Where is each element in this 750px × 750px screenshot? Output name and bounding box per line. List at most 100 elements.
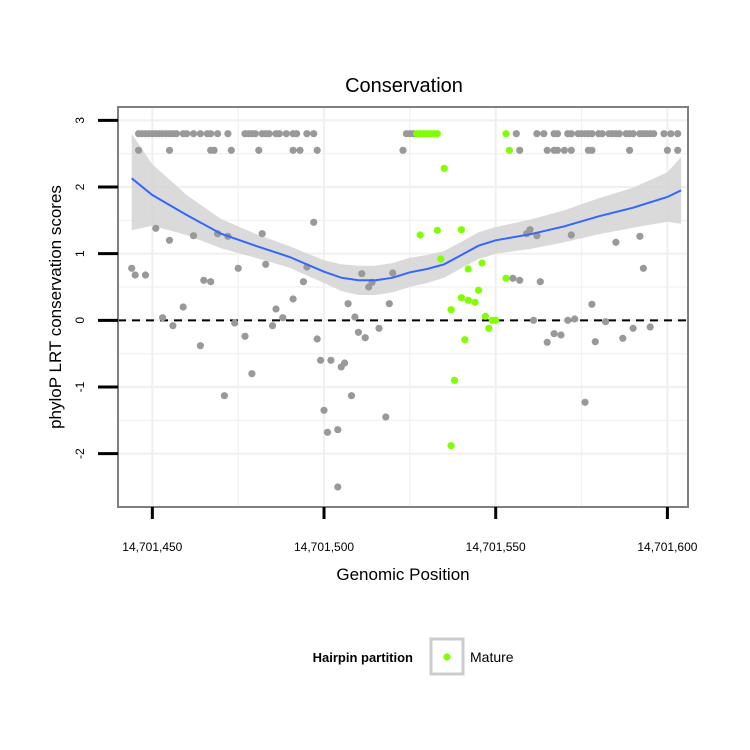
point-mature (485, 324, 493, 332)
point-mature (457, 294, 465, 302)
point-other (650, 130, 658, 138)
y-ticks: -2 -1 0 1 2 3 (73, 117, 118, 459)
point-other (399, 146, 407, 154)
point-other (272, 305, 280, 313)
point-other (361, 334, 369, 342)
scatter-points (128, 130, 682, 491)
point-other (258, 230, 266, 238)
point-other (268, 322, 277, 330)
plot-border (117, 106, 689, 508)
point-other (629, 130, 637, 138)
point-other (660, 130, 668, 138)
y-tick-label: 3 (73, 117, 87, 124)
point-other (536, 278, 544, 286)
point-other (159, 314, 167, 322)
y-tick-label: -2 (73, 448, 87, 459)
point-other (564, 316, 572, 324)
point-other (169, 322, 177, 330)
point-other (571, 315, 579, 323)
point-mature (505, 146, 513, 154)
y-tick-label: 0 (73, 317, 87, 324)
point-other (543, 338, 551, 346)
y-tick-label: 1 (73, 250, 87, 257)
point-other (293, 130, 301, 138)
x-tick-label: 14,701,500 (294, 540, 354, 554)
point-other (323, 428, 332, 436)
point-mature (471, 298, 479, 306)
point-other (588, 300, 596, 308)
y-tick-label: -1 (73, 381, 87, 392)
point-other (516, 146, 524, 154)
point-other (255, 146, 263, 154)
point-mature (464, 265, 472, 273)
x-tick-label: 14,701,600 (637, 540, 697, 554)
point-other (358, 270, 366, 278)
point-other (334, 426, 342, 434)
point-other (310, 130, 318, 138)
point-other (663, 146, 672, 154)
smooth-line (131, 177, 682, 282)
point-other (553, 130, 562, 138)
point-other (598, 130, 606, 138)
point-mature (440, 164, 448, 172)
smooth-line-group (131, 177, 682, 282)
point-mature (450, 376, 459, 384)
y-axis-title: phyloP LRT conservation scores (46, 185, 65, 429)
point-other (189, 232, 198, 240)
point-other (567, 130, 575, 138)
point-other (299, 278, 307, 286)
x-tick-label: 14,701,450 (122, 540, 182, 554)
point-other (189, 130, 198, 138)
point-other (529, 316, 538, 324)
point-other (128, 264, 136, 272)
point-other (196, 342, 204, 350)
point-other (347, 392, 356, 400)
point-other (183, 130, 191, 138)
point-mature (433, 130, 441, 138)
point-other (296, 146, 304, 154)
point-other (135, 146, 143, 154)
point-other (619, 334, 627, 342)
point-other (334, 483, 342, 491)
point-other (248, 370, 256, 378)
point-other (612, 238, 620, 246)
point-other (289, 295, 297, 303)
point-mature (457, 226, 465, 234)
point-other (553, 146, 562, 154)
point-mature (492, 316, 500, 324)
point-other (152, 224, 160, 232)
point-other (351, 313, 359, 321)
point-other (313, 335, 321, 343)
point-other (674, 146, 682, 154)
point-other (629, 324, 637, 332)
confidence-band-group (131, 133, 682, 295)
point-other (282, 130, 290, 138)
point-other (265, 130, 273, 138)
point-other (674, 130, 682, 138)
plot-background (118, 107, 688, 507)
point-other (354, 328, 362, 336)
point-mature (474, 286, 483, 294)
x-axis: 14,701,450 14,701,500 14,701,550 14,701,600… (122, 507, 698, 584)
point-other (231, 319, 239, 327)
point-other (172, 130, 180, 138)
point-other (279, 314, 287, 322)
point-other (382, 413, 390, 421)
point-other (310, 218, 318, 226)
point-other (317, 356, 325, 364)
x-axis-title: Genomic Position (336, 565, 469, 584)
y-axis: -2 -1 0 1 2 3 phyloP LRT conservation scores (46, 117, 118, 459)
point-other (588, 146, 596, 154)
point-other (591, 338, 599, 346)
point-other (262, 260, 270, 268)
point-other (375, 324, 383, 332)
point-other (512, 130, 520, 138)
point-other (165, 236, 174, 244)
point-mature (447, 442, 455, 450)
point-other (540, 130, 548, 138)
point-other (210, 146, 218, 154)
point-mature (437, 255, 445, 263)
point-other (646, 323, 654, 331)
x-tick-label: 14,701,550 (466, 540, 526, 554)
